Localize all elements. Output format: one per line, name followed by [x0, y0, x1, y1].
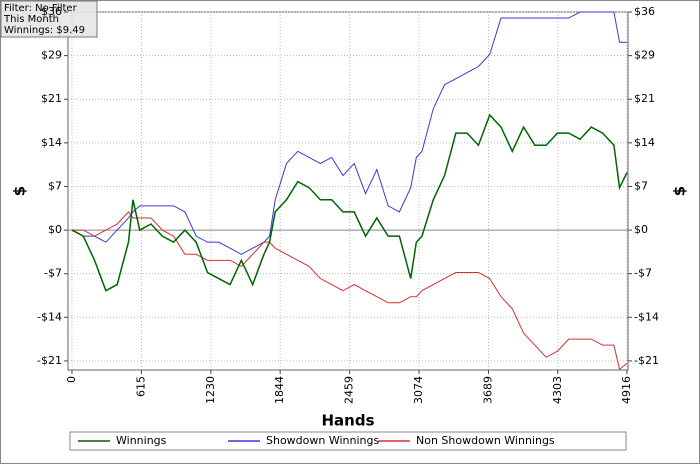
y-tick-label: $36	[41, 5, 62, 18]
legend	[69, 431, 627, 451]
info-text: Filter: No Filter	[4, 3, 78, 14]
plot-area	[67, 11, 629, 371]
y-tick-label: $14	[41, 136, 62, 149]
y2-tick-label: -$14	[634, 310, 659, 323]
y2-tick-label: -$7	[634, 267, 652, 280]
x-tick-label: 3074	[412, 376, 425, 404]
series-line	[72, 211, 628, 371]
x-tick-label: 4916	[620, 376, 633, 404]
x-tick-label: 615	[134, 376, 147, 397]
y2-axis-title: $	[671, 186, 689, 196]
x-tick-label: 2459	[343, 376, 356, 404]
info-box	[0, 0, 98, 38]
y-tick-label: -$7	[44, 267, 62, 280]
y2-tick-label: -$21	[634, 354, 659, 367]
y2-tick-label: $0	[634, 223, 648, 236]
x-tick-label: 0	[65, 376, 78, 383]
y-tick-label: $0	[48, 223, 62, 236]
series-line	[71, 113, 628, 292]
y-tick-label: -$14	[37, 310, 62, 323]
y-axis-title: $	[11, 186, 29, 196]
info-text: Winnings: $9.49	[4, 25, 85, 36]
y2-tick-label: $36	[634, 5, 655, 18]
series-line	[71, 11, 627, 255]
legend-label: Winnings	[116, 434, 167, 447]
y2-tick-label: $29	[634, 49, 655, 62]
y-tick-label: $21	[41, 92, 62, 105]
y-tick-label: $7	[48, 179, 62, 192]
y-tick-label: $29	[41, 49, 62, 62]
info-text: This Month	[3, 14, 59, 25]
x-tick-label: 1230	[204, 376, 217, 404]
y-tick-label: -$21	[37, 354, 62, 367]
x-tick-label: 1844	[273, 376, 286, 404]
y2-tick-label: $21	[634, 92, 655, 105]
x-axis-title: Hands	[321, 412, 374, 430]
y2-tick-label: $7	[634, 179, 648, 192]
y2-tick-label: $14	[634, 136, 655, 149]
x-tick-label: 3689	[481, 376, 494, 404]
x-tick-label: 4303	[551, 376, 564, 404]
legend-label: Showdown Winnings	[266, 434, 380, 447]
legend-label: Non Showdown Winnings	[416, 434, 555, 447]
